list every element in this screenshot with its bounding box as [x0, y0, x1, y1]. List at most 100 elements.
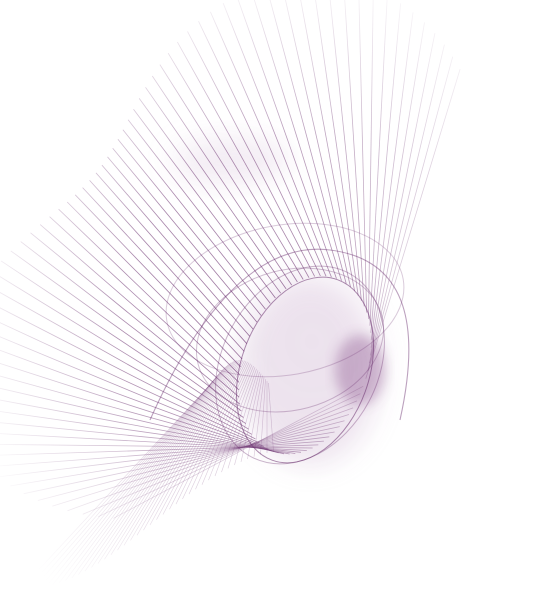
ray-line — [52, 414, 350, 507]
ray-line — [0, 422, 302, 453]
ray-line — [201, 364, 253, 485]
ray-line — [358, 0, 367, 313]
ray-line — [247, 375, 263, 460]
ray-line — [104, 363, 230, 560]
ray-line — [49, 216, 240, 391]
ray-line — [0, 375, 279, 454]
ray-line — [169, 360, 245, 510]
ray-line — [58, 373, 220, 584]
ray-line — [370, 3, 401, 333]
sweep-arc — [149, 248, 410, 421]
ray-line — [0, 436, 330, 478]
ray-line — [188, 362, 250, 495]
ray-line — [0, 363, 274, 452]
ray-line — [95, 172, 248, 344]
ray-line — [89, 180, 245, 352]
ray-line — [143, 359, 239, 531]
ray-line — [156, 359, 242, 520]
ray-line — [167, 52, 304, 280]
ray-line — [0, 440, 324, 467]
ray-line — [113, 385, 364, 519]
ray-line — [370, 12, 414, 341]
ray-line — [269, 0, 347, 284]
ray-line — [91, 365, 227, 568]
ray-line — [82, 187, 243, 360]
ray-line — [39, 379, 215, 589]
ray-line — [221, 368, 257, 473]
ray-line — [162, 360, 244, 515]
ray-line — [97, 364, 229, 564]
ray-line — [0, 411, 296, 454]
ray-line — [365, 68, 461, 379]
ray-line — [123, 361, 235, 546]
ring-curve — [165, 222, 405, 378]
ray-line — [0, 336, 264, 447]
ray-line — [222, 3, 332, 278]
ray-line — [0, 260, 247, 424]
ray-line — [52, 375, 218, 586]
ray-line — [367, 56, 454, 372]
ray-line — [67, 407, 354, 512]
ring-curves — [149, 222, 410, 465]
ray-line — [133, 109, 276, 299]
ray-line — [74, 194, 241, 368]
ray-line — [227, 370, 259, 469]
ray-line — [20, 241, 242, 412]
ray-line — [208, 365, 254, 481]
ray-line — [368, 0, 374, 319]
ray-line — [0, 322, 260, 444]
ray-line — [127, 119, 271, 304]
ray-line — [84, 367, 226, 572]
ray-line — [195, 363, 251, 490]
ray-line — [234, 371, 260, 466]
ray-line — [237, 0, 337, 279]
ray-line — [117, 139, 262, 316]
ray-line — [0, 399, 290, 455]
ray-line — [130, 360, 236, 541]
ray-line — [39, 224, 240, 398]
ray-line — [10, 250, 244, 418]
ray-line — [369, 0, 388, 326]
ray-line — [177, 41, 310, 278]
ray-line — [82, 400, 358, 515]
ray-lines — [0, 0, 461, 591]
ray-line — [145, 87, 287, 290]
ray-line — [66, 201, 240, 375]
ray-line — [159, 64, 298, 283]
ray-line — [0, 292, 252, 435]
ray-line — [344, 0, 365, 307]
ray-line — [138, 98, 282, 294]
ray-line — [210, 11, 327, 277]
ray-line — [65, 371, 221, 581]
ray-line — [19, 384, 211, 591]
ray-line — [32, 380, 214, 590]
ray-line — [122, 129, 266, 310]
ray-line — [151, 75, 293, 286]
ray-line — [0, 387, 285, 455]
ray-line — [37, 420, 345, 501]
ray-line — [117, 361, 233, 551]
ray-line — [110, 362, 232, 555]
ray-line — [149, 359, 241, 526]
ray-line — [0, 276, 249, 430]
ray-line — [45, 377, 217, 588]
ray-line — [78, 368, 224, 575]
ray-line — [0, 349, 269, 450]
ray-line — [107, 156, 254, 330]
ray-line — [136, 360, 238, 536]
ray-line — [58, 208, 240, 383]
ring-curve — [195, 267, 385, 413]
ray-line — [26, 382, 212, 591]
ray-line — [253, 377, 265, 457]
ray-line — [23, 426, 340, 495]
ray-line — [30, 232, 241, 405]
ray-line — [112, 148, 258, 323]
ray-line — [10, 431, 335, 487]
ray-line — [198, 21, 321, 277]
ray-line — [240, 373, 262, 462]
ray-line — [71, 370, 223, 578]
ray-line — [370, 33, 436, 356]
ray-line — [329, 0, 362, 301]
ring-curve — [215, 265, 385, 465]
ray-line — [300, 0, 355, 292]
